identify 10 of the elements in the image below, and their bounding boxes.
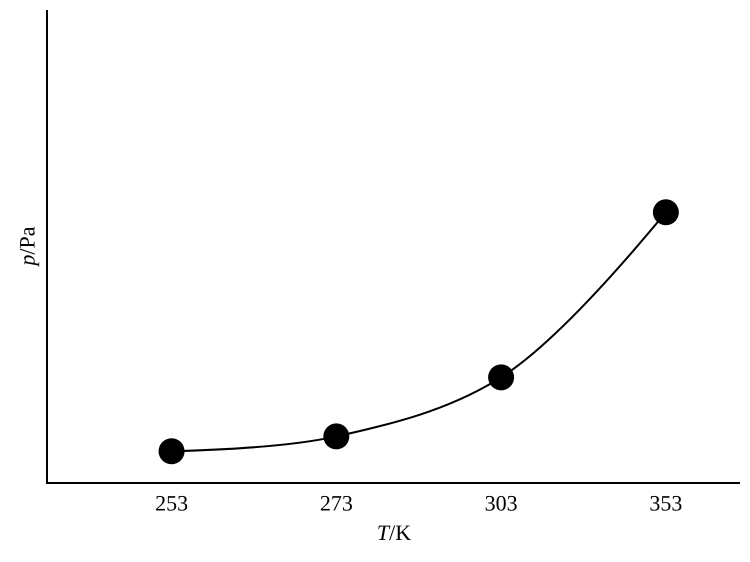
x-tick-label: 353 xyxy=(649,490,682,516)
y-axis-title: p/Pa xyxy=(14,226,40,268)
x-tick-label: 253 xyxy=(155,490,188,516)
x-tick-label: 273 xyxy=(320,490,353,516)
point xyxy=(488,364,514,390)
x-axis-title: T/K xyxy=(376,520,412,545)
point xyxy=(323,423,350,450)
point xyxy=(158,438,185,464)
x-tick-label: 303 xyxy=(484,490,518,516)
point xyxy=(652,199,679,226)
